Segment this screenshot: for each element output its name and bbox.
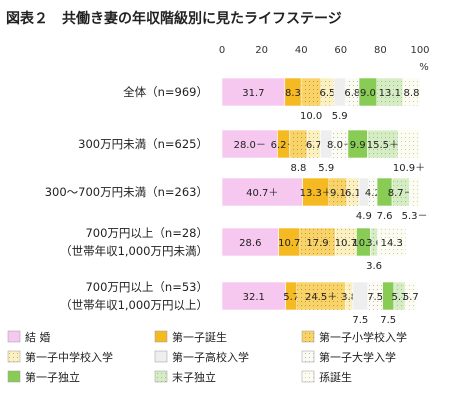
category-label: 全体（n=969） [123, 85, 208, 99]
legend-label: 結 婚 [25, 330, 51, 344]
legend-swatch [301, 370, 315, 383]
legend-label: 第一子独立 [25, 370, 80, 384]
data-label: 3.6 [366, 238, 382, 249]
data-label: 4.2 [365, 188, 381, 199]
legend-swatch [7, 370, 21, 383]
data-label-below: 10.0 [300, 111, 322, 122]
data-label: 32.1 [243, 292, 265, 303]
data-label: 9.1 [330, 188, 346, 199]
bar-segment [296, 281, 346, 311]
legend-label: 孫誕生 [319, 370, 352, 384]
bar-segment [377, 227, 407, 257]
chart-title: 図表２ 共働き妻の年収階級別に見たライフステージ [6, 11, 342, 27]
data-label: 8.8 [404, 88, 420, 99]
data-label: 6.1 [345, 188, 361, 199]
data-label: 6.5 [319, 88, 335, 99]
legend-label: 第一子大学入学 [319, 350, 396, 364]
data-label-below: 3.6 [366, 261, 382, 272]
unit-label: % [419, 62, 429, 73]
x-tick-label: 0 [219, 45, 225, 56]
x-tick-label: 100 [410, 45, 429, 56]
data-label-below: 7.5 [380, 315, 396, 326]
data-label: 5.7 [392, 292, 408, 303]
data-label: 7.5 [367, 292, 383, 303]
data-label: 13.1 [379, 88, 401, 99]
legend-swatch [154, 350, 168, 363]
bar-segment [299, 227, 336, 257]
x-tick-label: 80 [374, 45, 387, 56]
category-label: （世帯年収1,000万円未満） [60, 244, 208, 258]
data-label: 9.9 [350, 140, 366, 151]
data-label: 6.8 [344, 88, 360, 99]
data-label: 3.8 [341, 292, 357, 303]
legend-swatch [7, 350, 21, 363]
data-label: 31.7 [242, 88, 264, 99]
data-label: 6.7 [306, 140, 322, 151]
data-label: 28.6 [239, 238, 261, 249]
bar-segment [300, 77, 322, 107]
data-label-below: 5.9 [318, 163, 334, 174]
bar-segment [289, 129, 308, 159]
legend-label: 第一子中学校入学 [25, 350, 113, 364]
legend-swatch [154, 330, 168, 343]
data-label-below: 8.8 [290, 163, 306, 174]
data-label: 8.7－ [388, 188, 414, 199]
data-label: 13.3＋ [300, 188, 332, 199]
category-label: （世帯年収1,000万円以上） [60, 298, 208, 312]
x-tick-label: 60 [334, 45, 347, 56]
legend-swatch [301, 330, 315, 343]
legend-label: 末子独立 [172, 370, 216, 384]
legend-swatch [7, 330, 21, 343]
x-tick-label: 20 [255, 45, 268, 56]
legend-label: 第一子誕生 [172, 330, 227, 344]
legend-swatch [301, 350, 315, 363]
data-label-below: 4.9 [356, 211, 372, 222]
data-label: 5.7 [403, 292, 419, 303]
bar-segment [221, 227, 279, 257]
data-label: 9.0 [360, 88, 376, 99]
data-label: 10.7 [335, 238, 357, 249]
x-tick-label: 40 [295, 45, 308, 56]
legend-label: 第一子小学校入学 [319, 330, 407, 344]
data-label: 10.7 [352, 238, 374, 249]
data-label: 40.7＋ [246, 188, 278, 199]
bar-segment [409, 177, 421, 207]
data-label-below: 7.6 [377, 211, 393, 222]
bar-segment [404, 281, 417, 311]
data-label-below: 7.5 [352, 315, 368, 326]
data-label: 10.7 [278, 238, 300, 249]
data-label-below: 10.9＋ [393, 163, 425, 174]
category-label: 300万円未満（n=625） [78, 137, 208, 151]
data-label: 5.7 [283, 292, 299, 303]
legend-swatch [154, 370, 168, 383]
bar-segment [302, 177, 330, 207]
data-label: 8.3 [285, 88, 301, 99]
data-label: 6.2－ [271, 140, 297, 151]
bar-segment [352, 281, 369, 311]
data-label: 24.5＋ [305, 292, 337, 303]
data-label-below: 5.3－ [402, 211, 428, 222]
category-label: 300～700万円未満（n=263） [45, 185, 208, 199]
data-label-below: 5.9 [332, 111, 348, 122]
legend-label: 第一子高校入学 [172, 350, 249, 364]
data-label: 15.5＋ [367, 140, 399, 151]
bar-segment [402, 77, 421, 107]
data-label: 28.0－ [234, 140, 266, 151]
bar-segment [397, 129, 421, 159]
category-label: 700万円以上（n=53） [85, 280, 208, 294]
bar-segment [221, 177, 303, 207]
data-label: 17.9 [306, 238, 328, 249]
bar-segment [367, 129, 399, 159]
category-label: 700万円以上（n=28） [85, 226, 208, 240]
data-label: 8.0－ [327, 140, 353, 151]
data-label: 14.3 [381, 238, 403, 249]
